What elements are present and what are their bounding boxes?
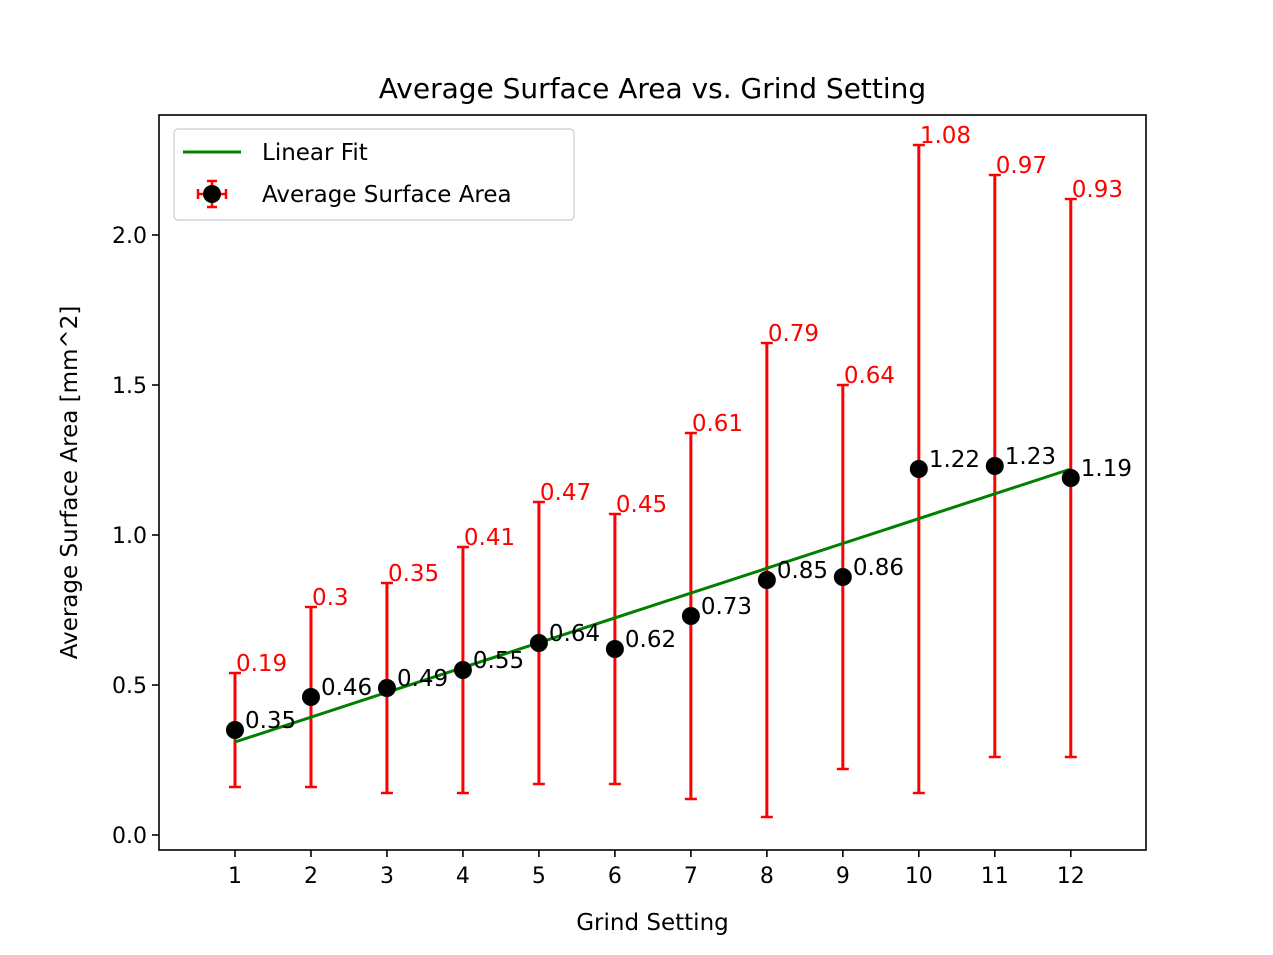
axes: 1 2 3 4 5 6 7 8 9 10 11 120.00.51.01.52.0 [112,114,1147,889]
data-point [225,721,244,739]
x-tick-label: 11 [981,864,1009,889]
x-tick-label: 2 [304,864,318,889]
data-point [377,679,396,697]
legend-average-surface-area-label: Average Surface Area [262,182,512,208]
error-label: 0.19 [236,651,287,677]
legend-linear-fit-label: Linear Fit [262,140,368,166]
error-label: 0.93 [1072,177,1123,203]
legend-average-surface-area-swatch [196,179,228,209]
legend: Linear Fit Average Surface Area [173,128,575,221]
x-tick-label: 7 [684,864,698,889]
axes-frame [158,114,1147,851]
y-tick-label: 1.5 [112,374,147,399]
data-label: 1.22 [929,447,980,473]
error-label: 0.45 [616,492,667,518]
data-point [757,571,776,589]
data-point [605,640,624,658]
data-label: 0.62 [625,627,676,653]
x-tick-label: 1 [228,864,242,889]
x-tick-label: 5 [532,864,546,889]
error-label: 0.61 [692,411,743,437]
data-point [909,460,928,478]
x-tick-label: 9 [836,864,850,889]
error-label: 0.64 [844,363,895,389]
data-label: 0.35 [245,708,296,734]
x-tick-label: 12 [1057,864,1085,889]
error-label: 0.41 [464,525,515,551]
plot-area: 0.35 0.46 0.49 0.55 0.64 0.62 0.73 0.85 0.86 1.22… [225,123,1132,819]
error-label: 0.47 [540,480,591,506]
data-point [529,634,548,652]
data-label: 0.86 [853,555,904,581]
y-tick-label: 0.0 [112,824,147,849]
x-tick-label: 3 [380,864,394,889]
y-axis-title: Average Surface Area [mm^2] [57,306,83,660]
y-tick-label: 2.0 [112,224,147,249]
data-point [833,568,852,586]
x-axis-title: Grind Setting [576,910,729,936]
data-label: 0.49 [397,666,448,692]
data-point [453,661,472,679]
x-tick-label: 4 [456,864,470,889]
data-label: 0.46 [321,675,372,701]
legend-box [173,128,575,221]
data-point [681,607,700,625]
x-tick-label: 8 [760,864,774,889]
data-point [301,688,320,706]
data-point [985,457,1004,475]
chart-title: Average Surface Area vs. Grind Setting [379,72,926,105]
y-tick-label: 1.0 [112,524,147,549]
data-label: 0.64 [549,621,600,647]
error-label: 0.97 [996,153,1047,179]
data-label: 1.19 [1081,456,1132,482]
error-label: 0.3 [312,585,349,611]
data-point [1061,469,1080,487]
data-label: 0.85 [777,558,828,584]
x-tick-label: 6 [608,864,622,889]
error-label: 1.08 [920,123,971,149]
error-label: 0.79 [768,321,819,347]
linear-fit-line [234,467,1072,744]
data-label: 0.55 [473,648,524,674]
y-tick-label: 0.5 [112,674,147,699]
data-label: 0.73 [701,594,752,620]
legend-data-point [203,185,221,203]
x-tick-label: 10 [905,864,933,889]
data-label: 1.23 [1005,444,1056,470]
error-label: 0.35 [388,561,439,587]
